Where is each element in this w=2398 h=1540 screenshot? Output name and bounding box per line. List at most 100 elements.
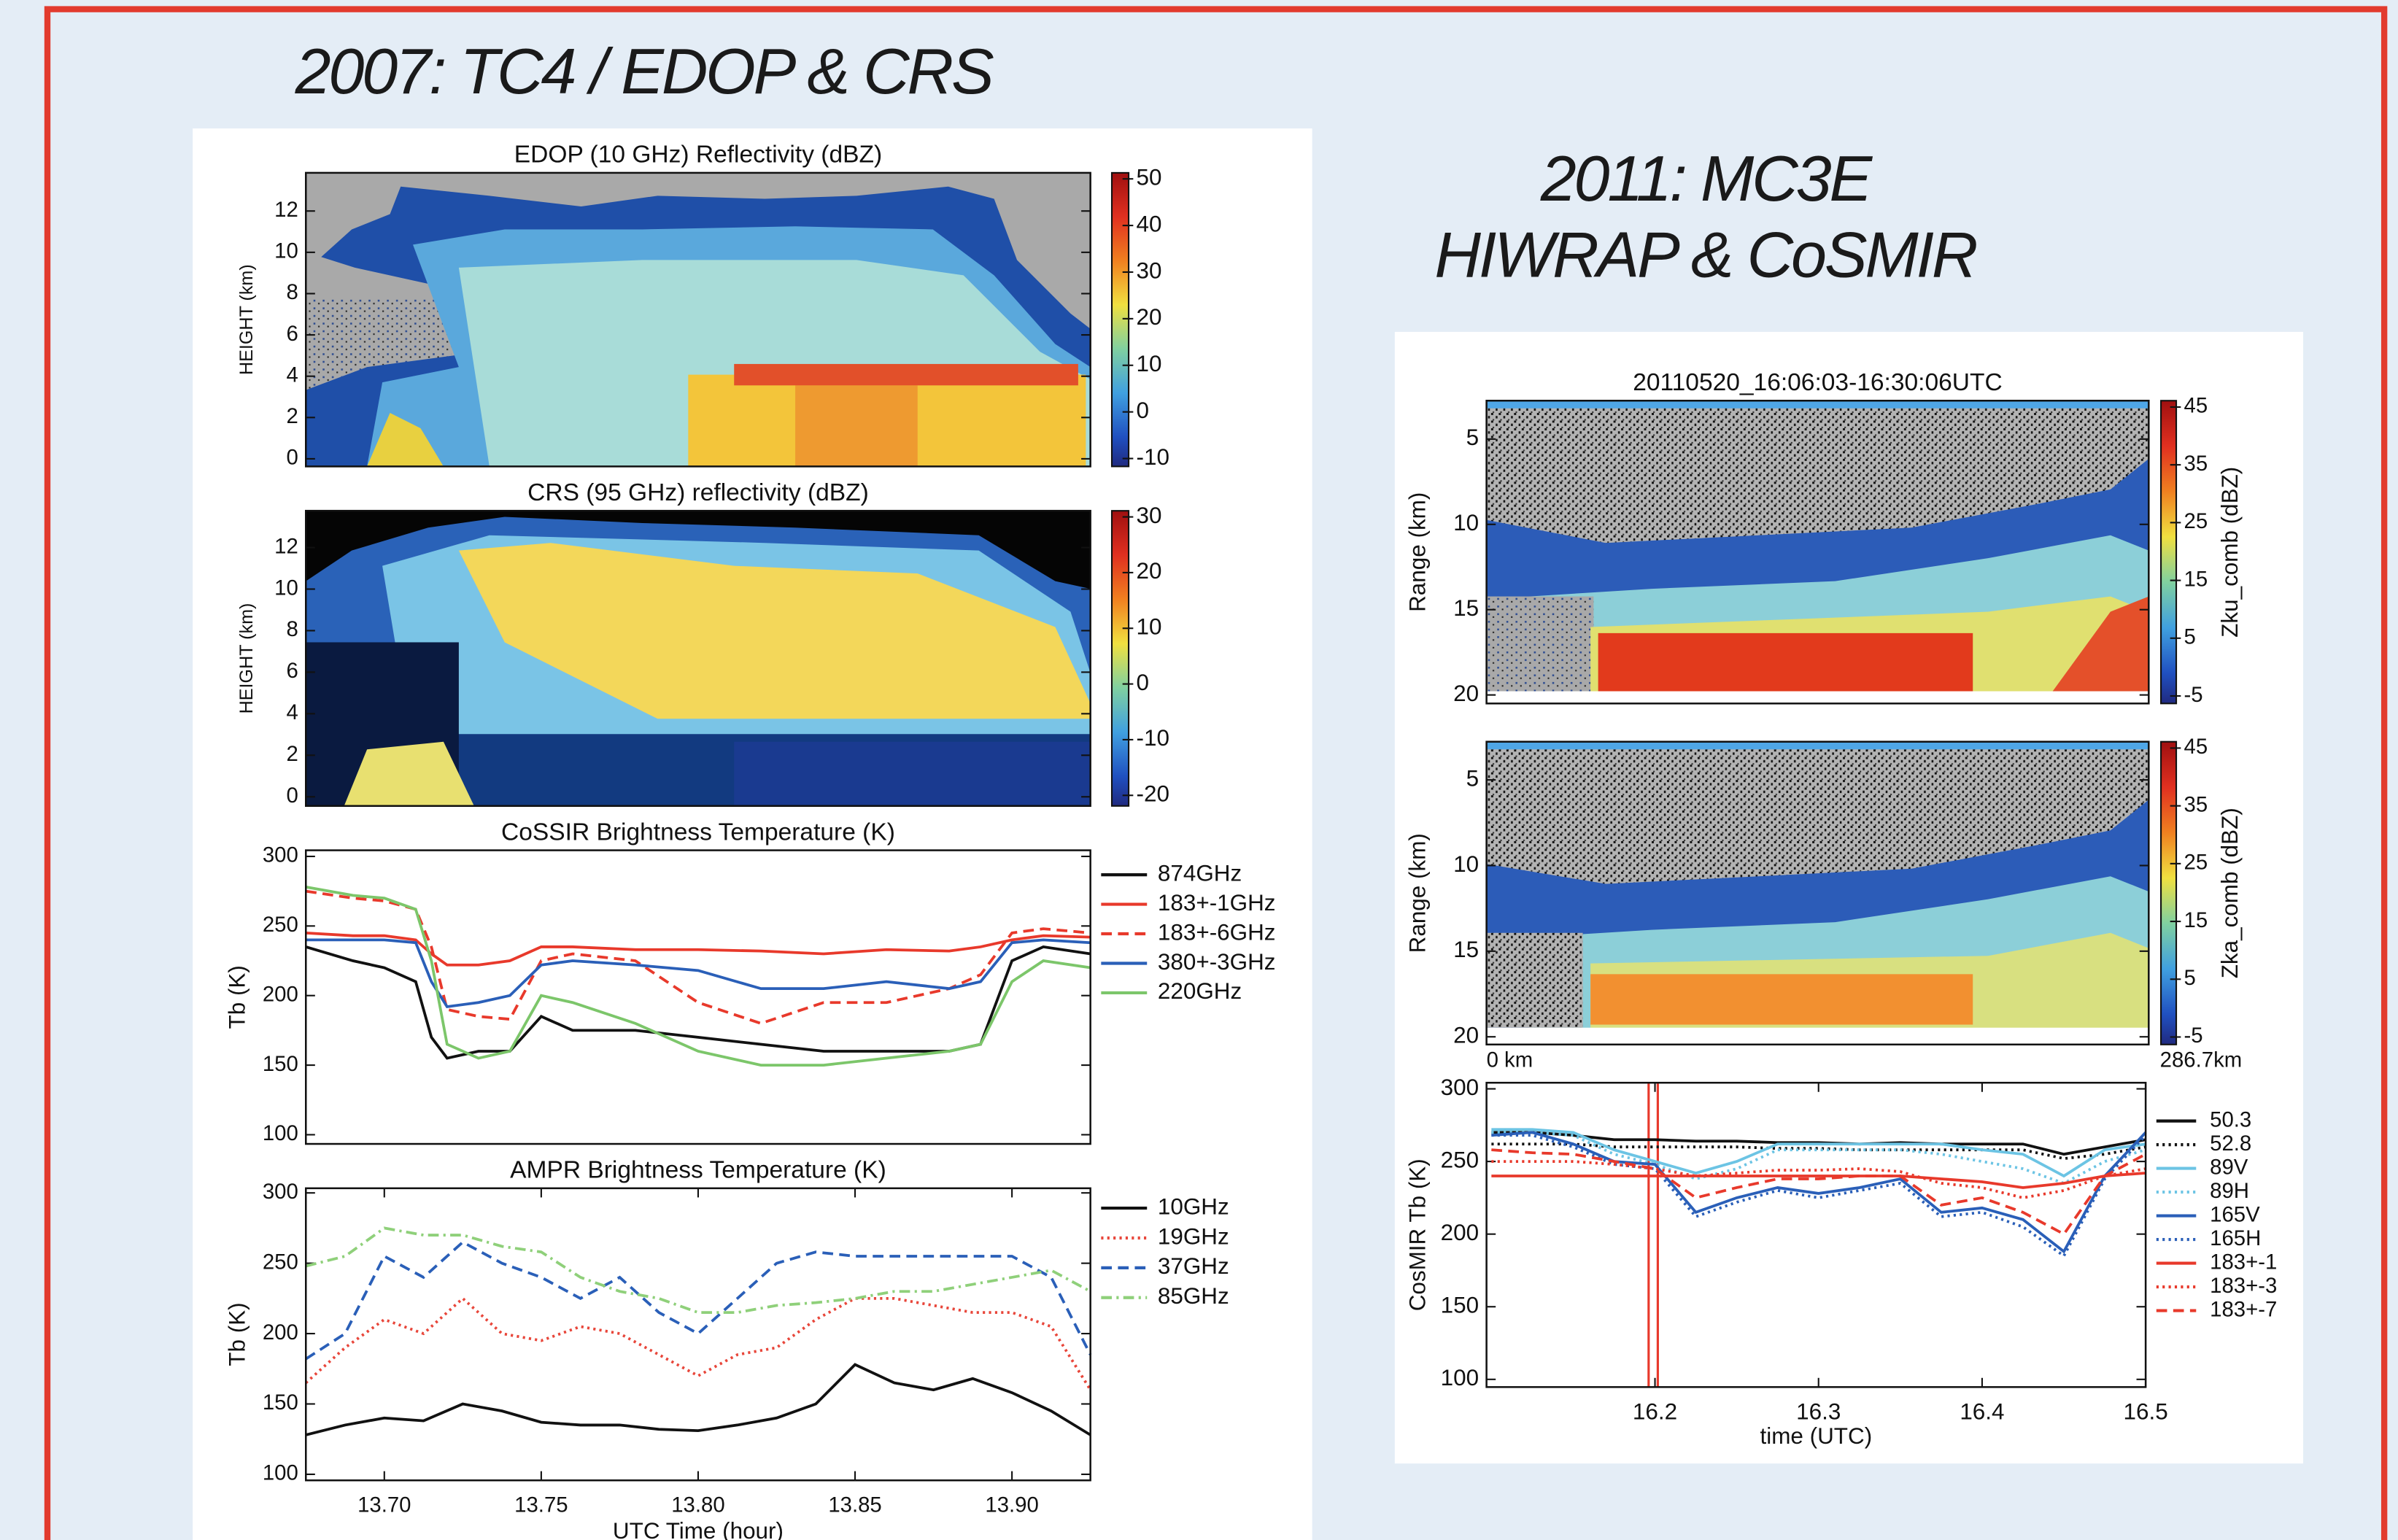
y-tick-label: 15 — [1453, 595, 1479, 621]
annotation: 286.7km — [2160, 1048, 2242, 1072]
y-tick-label: 200 — [1441, 1220, 1479, 1245]
y-tick-label: 250 — [263, 913, 298, 937]
colorbar-tick-label: 10 — [1137, 614, 1162, 640]
y-tick-label: 5 — [1466, 765, 1479, 791]
colorbar — [1110, 171, 1130, 468]
panel-title: 2011: MC3E — [1540, 142, 1873, 214]
x-tick-label: 16.4 — [1960, 1398, 2004, 1424]
y-tick-label: 4 — [286, 363, 298, 387]
y-tick-label: 150 — [263, 1390, 298, 1415]
x-tick-label: 13.70 — [357, 1493, 411, 1517]
y-tick-label: 100 — [263, 1461, 298, 1485]
y-tick-label: 0 — [286, 446, 298, 470]
colorbar-tick-label: -20 — [1137, 781, 1169, 807]
plot-frame — [1485, 399, 2150, 705]
legend-label: 10GHz — [1158, 1193, 1229, 1219]
crs-image — [306, 511, 1091, 806]
y-axis-label: Range (km) — [1405, 492, 1431, 612]
x-tick-label: 13.85 — [828, 1493, 881, 1517]
legend-label: 89H — [2210, 1179, 2249, 1203]
colorbar-tick-label: -5 — [2184, 1024, 2203, 1048]
colorbar-tick-label: 5 — [2184, 625, 2196, 649]
legend-label: 183+-1GHz — [1158, 890, 1276, 916]
colorbar-tick-label: 25 — [2184, 851, 2208, 875]
y-tick-label: 10 — [1453, 851, 1479, 877]
plot-frame — [305, 509, 1091, 808]
colorbar-tick-label: 0 — [1137, 670, 1149, 695]
colorbar-tick-label: 15 — [2184, 567, 2208, 591]
frame — [44, 6, 2388, 1540]
y-tick-label: 100 — [263, 1121, 298, 1145]
colorbar-tick-label: 40 — [1137, 211, 1162, 236]
series-line — [306, 931, 1091, 967]
y-tick-label: 200 — [263, 982, 298, 1006]
panel-title: 2007: TC4 / EDOP & CRS — [295, 35, 994, 107]
series-line — [305, 1226, 1091, 1315]
y-axis-label: HEIGHT (km) — [236, 603, 257, 714]
chart-title: CRS (95 GHz) reflectivity (dBZ) — [527, 479, 869, 506]
colorbar — [2160, 400, 2178, 705]
legend-label: 89V — [2210, 1155, 2248, 1179]
x-tick-label: 16.5 — [2124, 1398, 2168, 1424]
series-line — [1491, 1131, 2147, 1254]
x-tick-label: 16.2 — [1633, 1398, 1677, 1424]
hiwrap-ku-image — [1486, 401, 2149, 704]
series-line — [306, 938, 1091, 1008]
series-line — [305, 886, 1091, 1067]
colorbar-tick-label: 30 — [1137, 258, 1162, 283]
y-tick-label: 12 — [274, 534, 298, 558]
y-tick-label: 4 — [286, 700, 298, 724]
x-axis-label: UTC Time (hour) — [613, 1518, 784, 1540]
legend-label: 183+-7 — [2210, 1297, 2277, 1321]
y-tick-label: 20 — [1453, 681, 1479, 706]
colorbar-tick-label: 35 — [2184, 452, 2208, 476]
y-tick-label: 12 — [274, 198, 298, 222]
plot-frame — [305, 171, 1091, 468]
hiwrap-ka-image — [1486, 741, 2149, 1045]
colorbar-label: Zku_comb (dBZ) — [2217, 467, 2243, 638]
y-tick-label: 300 — [263, 843, 298, 867]
y-tick-label: 250 — [263, 1250, 298, 1274]
y-tick-label: 6 — [286, 322, 298, 346]
y-axis-label: Tb (K) — [224, 1302, 250, 1366]
chart-title: CoSSIR Brightness Temperature (K) — [501, 819, 895, 846]
series-line — [305, 1296, 1092, 1391]
cosmir-marker — [1647, 1083, 1659, 1388]
colorbar-tick-label: 15 — [2184, 908, 2208, 932]
y-tick-label: 150 — [263, 1052, 298, 1076]
colorbar-tick-label: 35 — [2184, 792, 2208, 816]
y-tick-label: 6 — [286, 659, 298, 683]
colorbar-tick-label: 30 — [1137, 503, 1162, 528]
plot-frame — [305, 1187, 1091, 1482]
y-tick-label: 0 — [286, 783, 298, 808]
plot-frame — [1485, 1081, 2147, 1388]
y-axis-label: Range (km) — [1405, 833, 1431, 953]
colorbar-tick-label: 5 — [2184, 966, 2196, 990]
y-axis-label: HEIGHT (km) — [236, 264, 257, 375]
y-tick-label: 2 — [286, 742, 298, 766]
y-axis-label: Tb (K) — [224, 965, 250, 1029]
legend-label: 19GHz — [1158, 1223, 1229, 1249]
chart-title: AMPR Brightness Temperature (K) — [510, 1157, 886, 1184]
series-line — [1491, 1131, 2146, 1185]
series-line — [305, 1363, 1091, 1436]
legend-label: 380+-3GHz — [1158, 949, 1276, 975]
y-tick-label: 10 — [1453, 510, 1479, 535]
x-tick-label: 13.80 — [671, 1493, 724, 1517]
legend-label: 183+-1 — [2210, 1250, 2277, 1274]
plot-frame — [305, 849, 1091, 1145]
colorbar-tick-label: 25 — [2184, 509, 2208, 533]
legend-label: 874GHz — [1158, 860, 1242, 886]
plot-frame — [1485, 740, 2150, 1046]
chart-title: EDOP (10 GHz) Reflectivity (dBZ) — [514, 142, 882, 169]
y-tick-label: 300 — [1441, 1075, 1479, 1100]
y-tick-label: 5 — [1466, 425, 1479, 450]
y-tick-label: 250 — [1441, 1147, 1479, 1172]
colorbar-tick-label: 20 — [1137, 304, 1162, 330]
y-axis-label: CosMIR Tb (K) — [1405, 1158, 1431, 1311]
legend-label: 220GHz — [1158, 978, 1242, 1004]
y-tick-label: 100 — [1441, 1365, 1479, 1390]
series-line — [1491, 1142, 2146, 1161]
y-tick-label: 8 — [286, 617, 298, 641]
